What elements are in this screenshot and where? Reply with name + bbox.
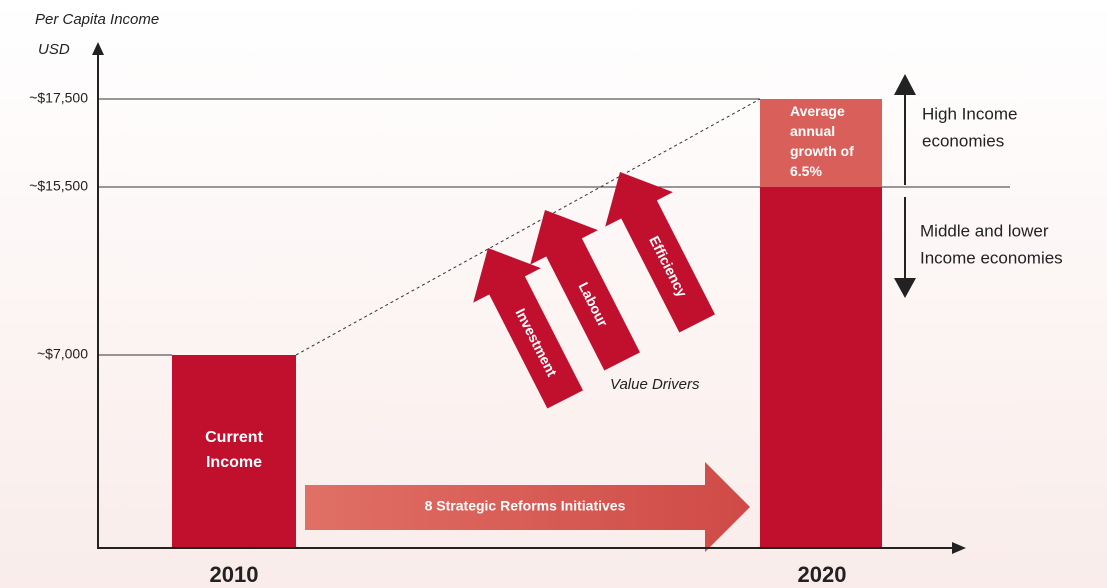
band-label: economies [922, 131, 1004, 150]
reforms-arrow [305, 462, 750, 552]
axis-unit: USD [38, 41, 70, 58]
trend-line [295, 98, 761, 356]
band-label: Income economies [920, 248, 1063, 267]
bar-2020 [760, 187, 882, 548]
bar-2010 [172, 355, 296, 548]
driver-arrow: Labour [511, 192, 657, 379]
year-label: 2020 [798, 562, 847, 587]
reforms-label: 8 Strategic Reforms Initiatives [425, 498, 626, 514]
drivers-caption: Value Drivers [610, 376, 700, 393]
axis-title: Per Capita Income [35, 11, 159, 28]
band-label: High Income [922, 104, 1017, 123]
band-arrow-head [894, 278, 916, 298]
growth-segment [760, 99, 882, 187]
year-label: 2010 [210, 562, 259, 587]
y-tick-label: ~$17,500 [29, 90, 88, 106]
axis-arrow [92, 42, 104, 55]
band-arrow-head [894, 74, 916, 95]
band-label: Middle and lower [920, 221, 1049, 240]
y-tick-label: ~$15,500 [29, 178, 88, 194]
y-tick-label: ~$7,000 [37, 346, 88, 362]
bar-label: Average annual growth of 6.5% [790, 103, 854, 179]
axis-arrow [952, 542, 966, 554]
bar-label: Current Income [205, 429, 263, 471]
